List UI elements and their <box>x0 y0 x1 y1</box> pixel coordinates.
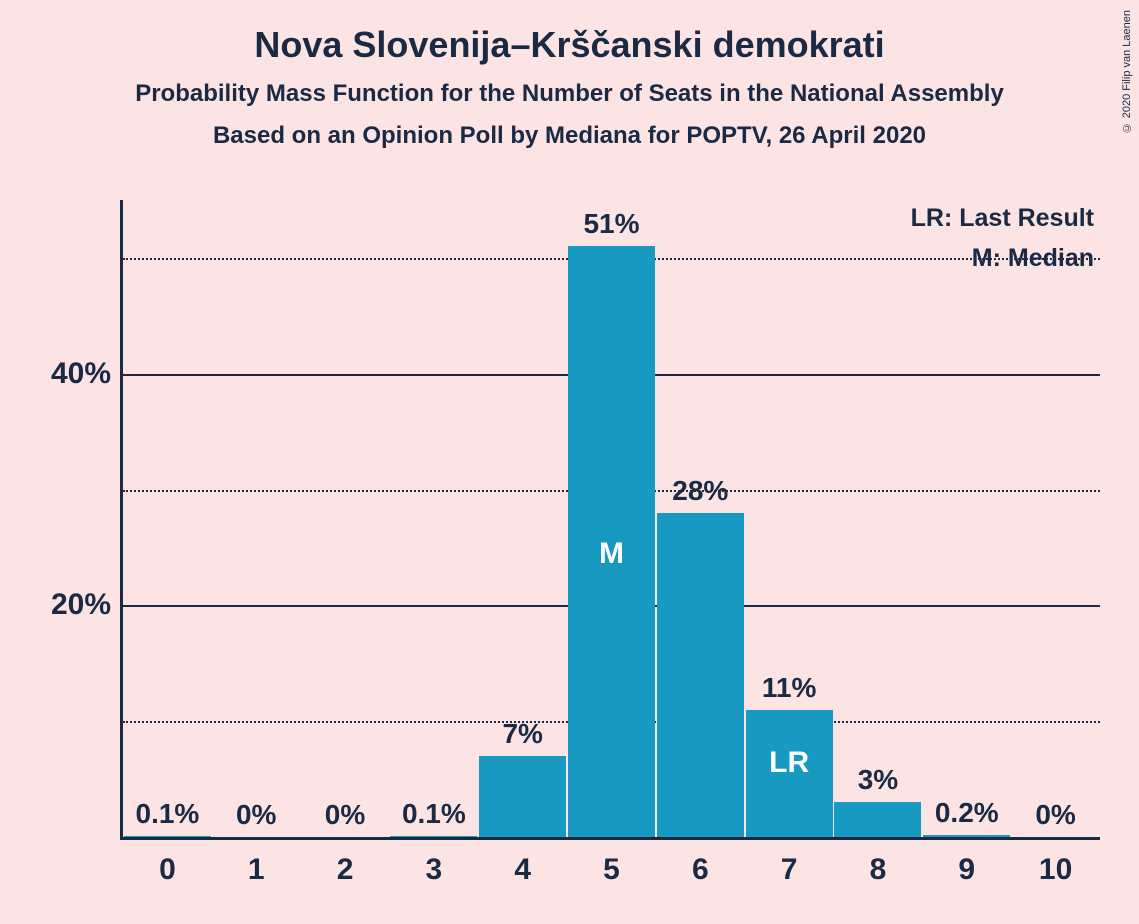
bar-slot: LR11%7 <box>745 200 834 837</box>
bar-marker: M <box>599 537 624 571</box>
bar-slot: 0%2 <box>301 200 390 837</box>
x-axis-label: 4 <box>514 837 531 887</box>
y-axis-label: 40% <box>51 357 123 391</box>
bar <box>657 513 744 837</box>
bar-slot: 0.2%9 <box>922 200 1011 837</box>
bar-value-label: 51% <box>583 208 639 240</box>
x-axis-label: 3 <box>426 837 443 887</box>
bar-value-label: 0.1% <box>135 798 199 830</box>
bar-slot: 0%1 <box>212 200 301 837</box>
x-axis-label: 9 <box>958 837 975 887</box>
bar-marker: LR <box>769 746 809 780</box>
chart-subtitle-1: Probability Mass Function for the Number… <box>0 66 1139 108</box>
x-axis-label: 7 <box>781 837 798 887</box>
x-axis-label: 0 <box>159 837 176 887</box>
x-axis-label: 10 <box>1039 837 1072 887</box>
legend-median: M: Median <box>972 244 1094 273</box>
bar-slot: 7%4 <box>478 200 567 837</box>
chart-plot-area: 0.1%00%10%20.1%37%4M51%528%6LR11%73%80.2… <box>120 200 1100 840</box>
bar-slot: 0.1%0 <box>123 200 212 837</box>
bar-value-label: 7% <box>502 718 542 750</box>
chart-subtitle-2: Based on an Opinion Poll by Mediana for … <box>0 108 1139 150</box>
bar-value-label: 0% <box>1035 799 1075 831</box>
bar <box>834 802 921 837</box>
y-axis-label: 20% <box>51 588 123 622</box>
bar-value-label: 11% <box>762 672 817 704</box>
bar-value-label: 0.1% <box>402 798 466 830</box>
bar-value-label: 0% <box>325 799 365 831</box>
bar-value-label: 28% <box>672 475 728 507</box>
bar-slot: 28%6 <box>656 200 745 837</box>
bar-slot: 0%10 <box>1011 200 1100 837</box>
bar-value-label: 0.2% <box>935 797 999 829</box>
x-axis-label: 2 <box>337 837 354 887</box>
chart-title: Nova Slovenija–Krščanski demokrati <box>0 0 1139 66</box>
bars-container: 0.1%00%10%20.1%37%4M51%528%6LR11%73%80.2… <box>123 200 1100 837</box>
bar-slot: 3%8 <box>834 200 923 837</box>
bar-value-label: 3% <box>858 764 898 796</box>
bar-slot: M51%5 <box>567 200 656 837</box>
bar-value-label: 0% <box>236 799 276 831</box>
x-axis-label: 6 <box>692 837 709 887</box>
x-axis-label: 5 <box>603 837 620 887</box>
bar <box>479 756 566 837</box>
bar-slot: 0.1%3 <box>389 200 478 837</box>
x-axis-label: 8 <box>870 837 887 887</box>
x-axis-label: 1 <box>248 837 265 887</box>
legend-last-result: LR: Last Result <box>911 204 1094 233</box>
copyright-text: © 2020 Filip van Laenen <box>1121 10 1133 133</box>
